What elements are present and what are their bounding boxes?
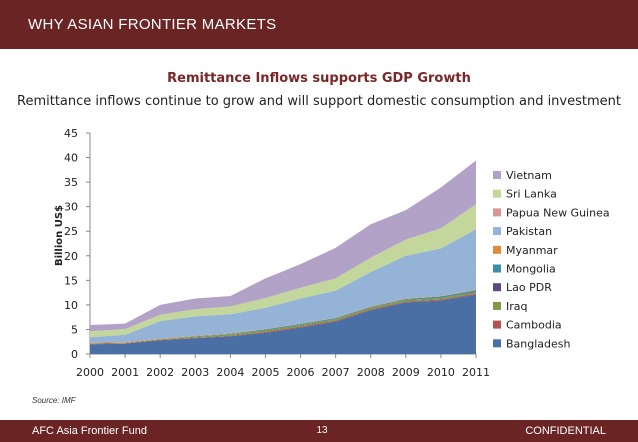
- legend-swatch-pakistan: [493, 227, 501, 236]
- x-tick-label: 2002: [146, 366, 174, 379]
- x-tick-label: 2000: [76, 366, 104, 379]
- page-number: 13: [316, 425, 328, 436]
- legend-swatch-sri-lanka: [493, 189, 501, 198]
- legend-label-cambodia: Cambodia: [506, 319, 562, 332]
- x-tick-label: 2004: [216, 366, 244, 379]
- y-tick-label: 25: [64, 225, 78, 238]
- x-tick-label: 2009: [392, 366, 420, 379]
- y-tick-label: 15: [64, 274, 78, 287]
- legend-swatch-vietnam: [493, 171, 501, 179]
- legend-label-lao-pdr: Lao PDR: [506, 281, 552, 294]
- y-tick-label: 20: [64, 250, 78, 263]
- y-tick-label: 35: [64, 176, 78, 189]
- y-tick-label: 0: [71, 348, 78, 361]
- x-tick-label: 2011: [462, 366, 490, 379]
- source-note: Source: IMF: [32, 396, 76, 405]
- legend-label-sri-lanka: Sri Lanka: [506, 188, 557, 201]
- footer-bar: AFC Asia Frontier Fund 13 CONFIDENTIAL: [0, 420, 638, 442]
- header-bar: [0, 0, 638, 49]
- legend-label-pakistan: Pakistan: [506, 225, 552, 238]
- slide-title: WHY ASIAN FRONTIER MARKETS: [28, 16, 277, 33]
- legend-swatch-cambodia: [493, 320, 501, 329]
- legend-swatch-lao-pdr: [493, 283, 501, 292]
- legend-label-mongolia: Mongolia: [506, 263, 556, 276]
- area-series-bangladesh: [90, 294, 476, 354]
- x-tick-label: 2001: [111, 366, 139, 379]
- x-tick-label: 2003: [181, 366, 209, 379]
- x-tick-label: 2008: [357, 366, 385, 379]
- chart-subtitle: Remittance inflows continue to grow and …: [17, 94, 621, 109]
- y-tick-label: 10: [64, 299, 78, 312]
- legend-label-iraq: Iraq: [506, 300, 528, 313]
- y-axis-label: Billion US$: [54, 205, 65, 266]
- y-tick-label: 45: [64, 127, 78, 140]
- chart-title: Remittance Inflows supports GDP Growth: [167, 71, 471, 86]
- x-tick-label: 2005: [251, 366, 279, 379]
- x-tick-label: 2007: [322, 366, 350, 379]
- legend-swatch-papua-new-guinea: [493, 208, 501, 217]
- legend-swatch-mongolia: [493, 264, 501, 273]
- x-tick-label: 2006: [287, 366, 315, 379]
- footer-fund-name: AFC Asia Frontier Fund: [32, 425, 147, 437]
- legend-label-vietnam: Vietnam: [506, 169, 552, 182]
- legend-label-papua-new-guinea: Papua New Guinea: [506, 206, 610, 219]
- x-tick-label: 2010: [427, 366, 455, 379]
- legend-label-bangladesh: Bangladesh: [506, 337, 571, 350]
- y-tick-label: 40: [64, 152, 78, 165]
- area-series-pakistan: [90, 229, 476, 343]
- legend-swatch-iraq: [493, 301, 501, 310]
- confidential-label: CONFIDENTIAL: [525, 425, 606, 437]
- legend-swatch-myanmar: [493, 245, 501, 254]
- y-tick-label: 5: [71, 323, 78, 336]
- legend-swatch-bangladesh: [493, 339, 501, 348]
- y-tick-label: 30: [64, 201, 78, 214]
- legend-label-myanmar: Myanmar: [506, 244, 558, 257]
